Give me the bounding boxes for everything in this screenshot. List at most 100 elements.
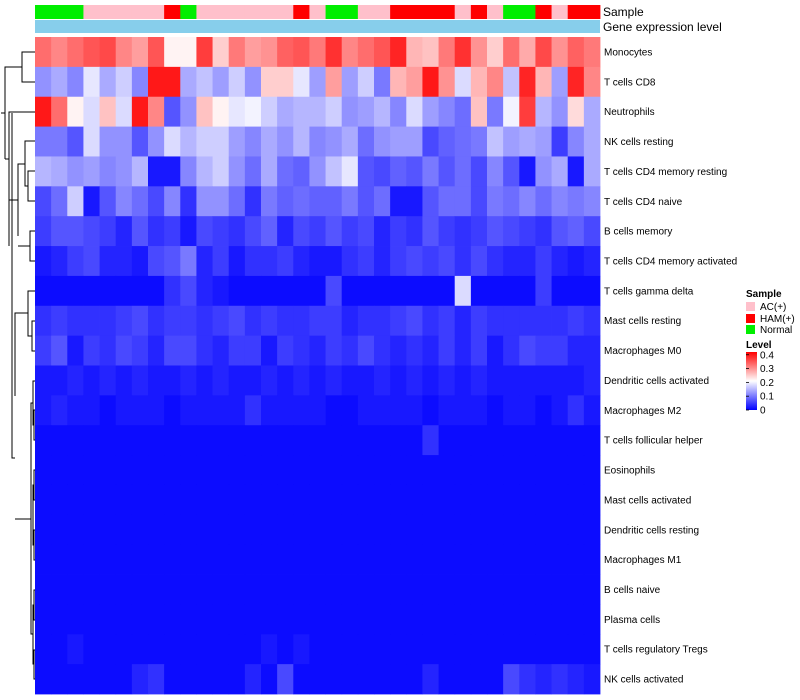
heatmap-cell [131, 544, 149, 575]
heatmap-cell [293, 246, 310, 277]
heatmap-cell [115, 96, 133, 127]
heatmap-cell [551, 425, 569, 456]
heatmap-cell [35, 574, 52, 605]
sample-annotation-cell [293, 5, 310, 19]
heatmap-cell [180, 574, 197, 605]
heatmap-cell [535, 305, 552, 337]
sample-annotation-cell [325, 5, 343, 19]
heatmap-cell [406, 186, 423, 217]
heatmap-cell [164, 335, 181, 366]
heatmap-cell [390, 126, 407, 157]
heatmap-cell [51, 246, 68, 277]
heatmap-cell [583, 514, 601, 546]
legend-swatch-ham [746, 314, 755, 323]
heatmap-cell [35, 544, 52, 575]
row-label: T cells CD8 [604, 77, 656, 88]
heatmap-cell [212, 66, 230, 98]
heatmap-cell [454, 335, 472, 366]
heatmap-cell [390, 335, 407, 366]
heatmap-cell [196, 514, 213, 546]
heatmap-cell [390, 455, 407, 486]
heatmap-cell [487, 186, 504, 217]
heatmap-cell [551, 335, 569, 366]
sample-annotation-cell [164, 5, 181, 19]
heatmap-cell [357, 514, 375, 546]
heatmap-cell [196, 96, 213, 127]
heatmap-cell [567, 604, 585, 635]
heatmap-cell [487, 484, 504, 516]
heatmap-cell [196, 275, 213, 307]
heatmap-cell [212, 484, 230, 516]
row-label: Macrophages M0 [604, 346, 682, 357]
heatmap-cell [212, 186, 230, 217]
heatmap-cell [148, 275, 165, 307]
heatmap-cell [551, 126, 569, 157]
heatmap-cell [51, 275, 68, 307]
legend-label-ham: HAM(+) [760, 314, 795, 325]
heatmap-cell [470, 186, 488, 217]
heatmap-cell [261, 126, 278, 157]
heatmap-cell [406, 305, 423, 337]
row-label: Dendritic cells activated [604, 376, 709, 387]
heatmap-cell [503, 126, 520, 157]
heatmap-cell [277, 37, 294, 68]
sample-annotation-cell [551, 5, 569, 19]
heatmap-cell [519, 544, 536, 575]
heatmap-cell [180, 335, 197, 366]
heatmap-cell [567, 425, 585, 456]
heatmap-cell [51, 335, 68, 366]
heatmap-cell [99, 186, 117, 217]
heatmap-cell [567, 156, 585, 187]
heatmap-cell [148, 544, 165, 575]
heatmap-cell [67, 604, 84, 635]
heatmap-cell [244, 335, 262, 366]
heatmap-cell [67, 514, 84, 546]
sample-annotation-cell [261, 5, 278, 19]
heatmap-cell [180, 425, 197, 456]
heatmap-cell [503, 96, 520, 127]
heatmap-cell [244, 305, 262, 337]
heatmap-cell [83, 216, 100, 247]
heatmap-cell [503, 186, 520, 217]
heatmap-cell [325, 664, 343, 695]
heatmap-cell [115, 186, 133, 217]
heatmap-cell [551, 216, 569, 247]
heatmap-cell [35, 335, 52, 366]
heatmap-cell [309, 574, 326, 605]
heatmap-cell [35, 514, 52, 546]
heatmap-cell [470, 514, 488, 546]
heatmap-cell [487, 305, 504, 337]
row-label: Dendritic cells resting [604, 525, 699, 536]
heatmap-cell [551, 156, 569, 187]
heatmap-cell [357, 664, 375, 695]
heatmap-cell [131, 514, 149, 546]
heatmap-cell [438, 604, 456, 635]
heatmap-cell [519, 126, 536, 157]
heatmap-cell [164, 425, 181, 456]
heatmap-cell [325, 37, 343, 68]
heatmap-cell [583, 186, 601, 217]
heatmap-cell [164, 305, 181, 337]
heatmap-cell [309, 37, 326, 68]
heatmap-cell [180, 37, 197, 68]
heatmap-cell [277, 275, 294, 307]
legend-swatch-ac [746, 302, 755, 311]
heatmap-cell [83, 574, 100, 605]
heatmap-cell [470, 246, 488, 277]
heatmap-cell [487, 514, 504, 546]
row-label: Plasma cells [604, 615, 660, 626]
heatmap-cell [148, 246, 165, 277]
sample-annotation-cell [99, 5, 117, 19]
heatmap-cell [99, 156, 117, 187]
row-label: T cells CD4 memory activated [604, 256, 737, 267]
heatmap-cell [374, 425, 391, 456]
heatmap-cell [244, 514, 262, 546]
heatmap-cell [244, 544, 262, 575]
heatmap-cell [212, 514, 230, 546]
heatmap-cell [196, 37, 213, 68]
heatmap-cell [212, 604, 230, 635]
sample-annotation-cell [212, 5, 230, 19]
heatmap-cell [535, 455, 552, 486]
heatmap-cell [228, 514, 246, 546]
row-label: T cells follicular helper [604, 436, 703, 447]
